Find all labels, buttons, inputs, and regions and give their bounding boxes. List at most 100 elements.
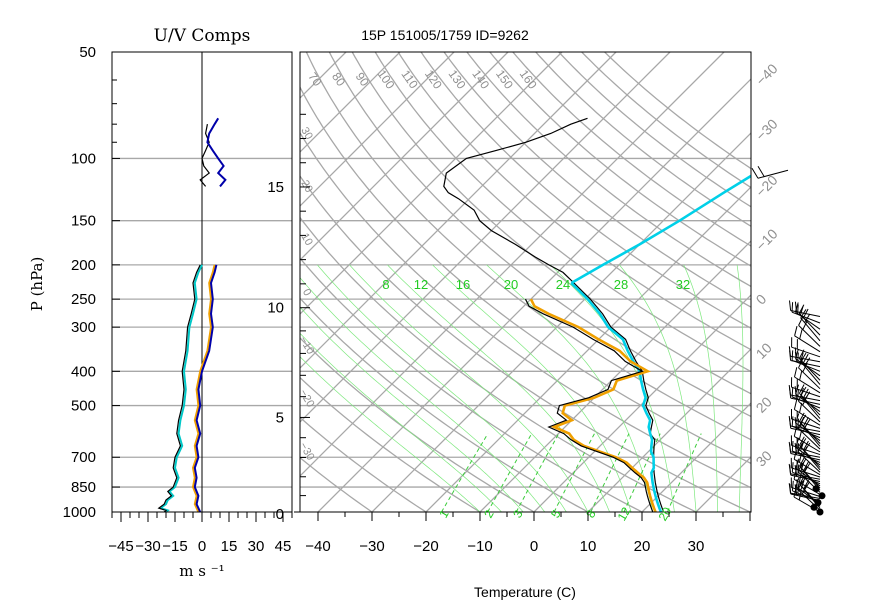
wind-barb-feather [798,316,804,326]
skewt-isotherm [300,52,725,477]
skewt-isotherm [300,52,509,261]
wind-barb-staff [798,358,821,381]
skewt-series-line [570,174,751,285]
pressure-tick-label: 200 [71,257,96,274]
wind-barb-staff [800,423,821,447]
wind-barb-feather [794,386,797,397]
moist-adiabat-label: 24 [556,277,570,292]
uv-x-axis-label: m s ⁻¹ [179,562,224,580]
wind-barb-staff [791,386,821,398]
wind-barb-calm [818,492,826,500]
wind-barb-staff [790,427,821,436]
skewt-title: 15P 151005/1759 ID=9262 [361,27,529,43]
skewt-mixing-ratio-lines [441,433,702,512]
wind-barb-staff [790,474,821,483]
uv-series-line [206,117,227,188]
skewt-series-line [529,298,657,512]
wind-barb-feather [799,305,804,316]
wind-barb-staff [790,360,821,368]
dry-adiabat-label: 90 [353,70,372,89]
wind-barb-feather [797,389,799,400]
skewt-x-tick-label: −10 [467,538,492,555]
skewt-moist-adiabat [683,264,718,512]
wind-barb-staff [794,435,821,453]
skewt-isotherm [300,52,347,99]
skewt-moist-adiabat [550,264,675,512]
wind-barb-staff [795,358,821,377]
uv-title: U/V Comps [154,26,251,46]
wind-barb-feather [797,443,800,454]
wind-barb-feather [791,462,794,473]
skewt-x-tick-label: −30 [359,538,384,555]
wind-barb-feather [800,441,805,451]
wind-barb-feather [799,370,803,381]
skewt-moist-adiabat [300,306,524,512]
height-tick-label: 5 [276,409,284,426]
skewt-moist-adiabat [736,264,744,512]
wind-barb-feather [794,367,798,378]
wind-barb-feather [788,346,791,357]
wind-barb-staff [790,397,821,405]
skewt-dry-adiabat [300,216,698,512]
moist-adiabat-label: 12 [414,277,428,292]
uv-gridlines [112,52,292,512]
mixing-ratio-label: 1 [436,507,452,520]
wind-barb-feather [797,304,799,315]
wind-barb-staff [791,444,821,456]
wind-barb-staff [793,458,821,476]
skewt-dry-adiabat [374,52,751,373]
height-tick-label: 15 [267,179,284,196]
skewt-dry-adiabat [300,376,482,512]
wind-barbs-column [751,165,826,516]
moist-adiabat-label: 16 [456,277,470,292]
pressure-tick-label: 150 [71,213,96,230]
wind-barb-feather [788,416,791,427]
skewt-moist-adiabat [432,264,632,512]
skewt-isotherm [533,294,751,512]
skewt-isotherms [300,52,751,512]
uv-series-line [158,264,203,512]
wind-barb-feather [794,417,797,428]
skewt-pressure-gridlines [300,157,751,488]
dry-adiabat-label: 160 [517,67,540,92]
uv-x-tick-label: 15 [221,538,238,555]
wind-barb-feather [788,441,791,452]
skewt-dry-adiabat [557,52,751,208]
wind-barb-staff [790,425,821,432]
skewt-x-tick-label: 0 [530,538,538,555]
wind-barb-feather [804,481,811,491]
wind-barb-feather [804,463,811,473]
wind-barb-feather [799,352,804,363]
skewt-dry-adiabat [512,52,751,247]
skewt-dry-adiabat [603,52,751,170]
height-tick-label: 0 [276,506,284,523]
wind-barb-staff [790,451,821,458]
wind-barb-feather [797,483,800,494]
dry-adiabat-label: 100 [374,67,397,92]
skewt-dry-adiabat [351,52,751,395]
skewt-x-tick-label: 20 [634,538,651,555]
isotherm-label: −10 [753,225,781,253]
wind-barb-feather [794,464,797,475]
wind-barb-feather [794,347,797,358]
wind-barb-feather [800,480,805,491]
dry-adiabat-label: 120 [422,67,445,92]
wind-barb-feather [799,329,803,340]
wind-barb-feather [791,350,794,361]
wind-barb-feather [791,480,794,491]
skewt-dry-adiabat [534,52,751,228]
wind-barb-feather [802,362,808,373]
wind-barb-feather [788,483,791,494]
skewt-x-tick-label: −20 [413,538,438,555]
skewt-moist-adiabat [349,264,589,512]
wind-barb-feather [800,462,805,472]
uv-x-tick-label: 0 [198,538,206,555]
wind-barb-feather [800,416,805,427]
skewt-dry-adiabat [328,52,751,418]
skewt-mixing-ratio-line [553,433,595,512]
wind-barb-staff [794,376,821,394]
wind-barb-staff [791,418,821,429]
wind-barb-feather [799,457,805,467]
